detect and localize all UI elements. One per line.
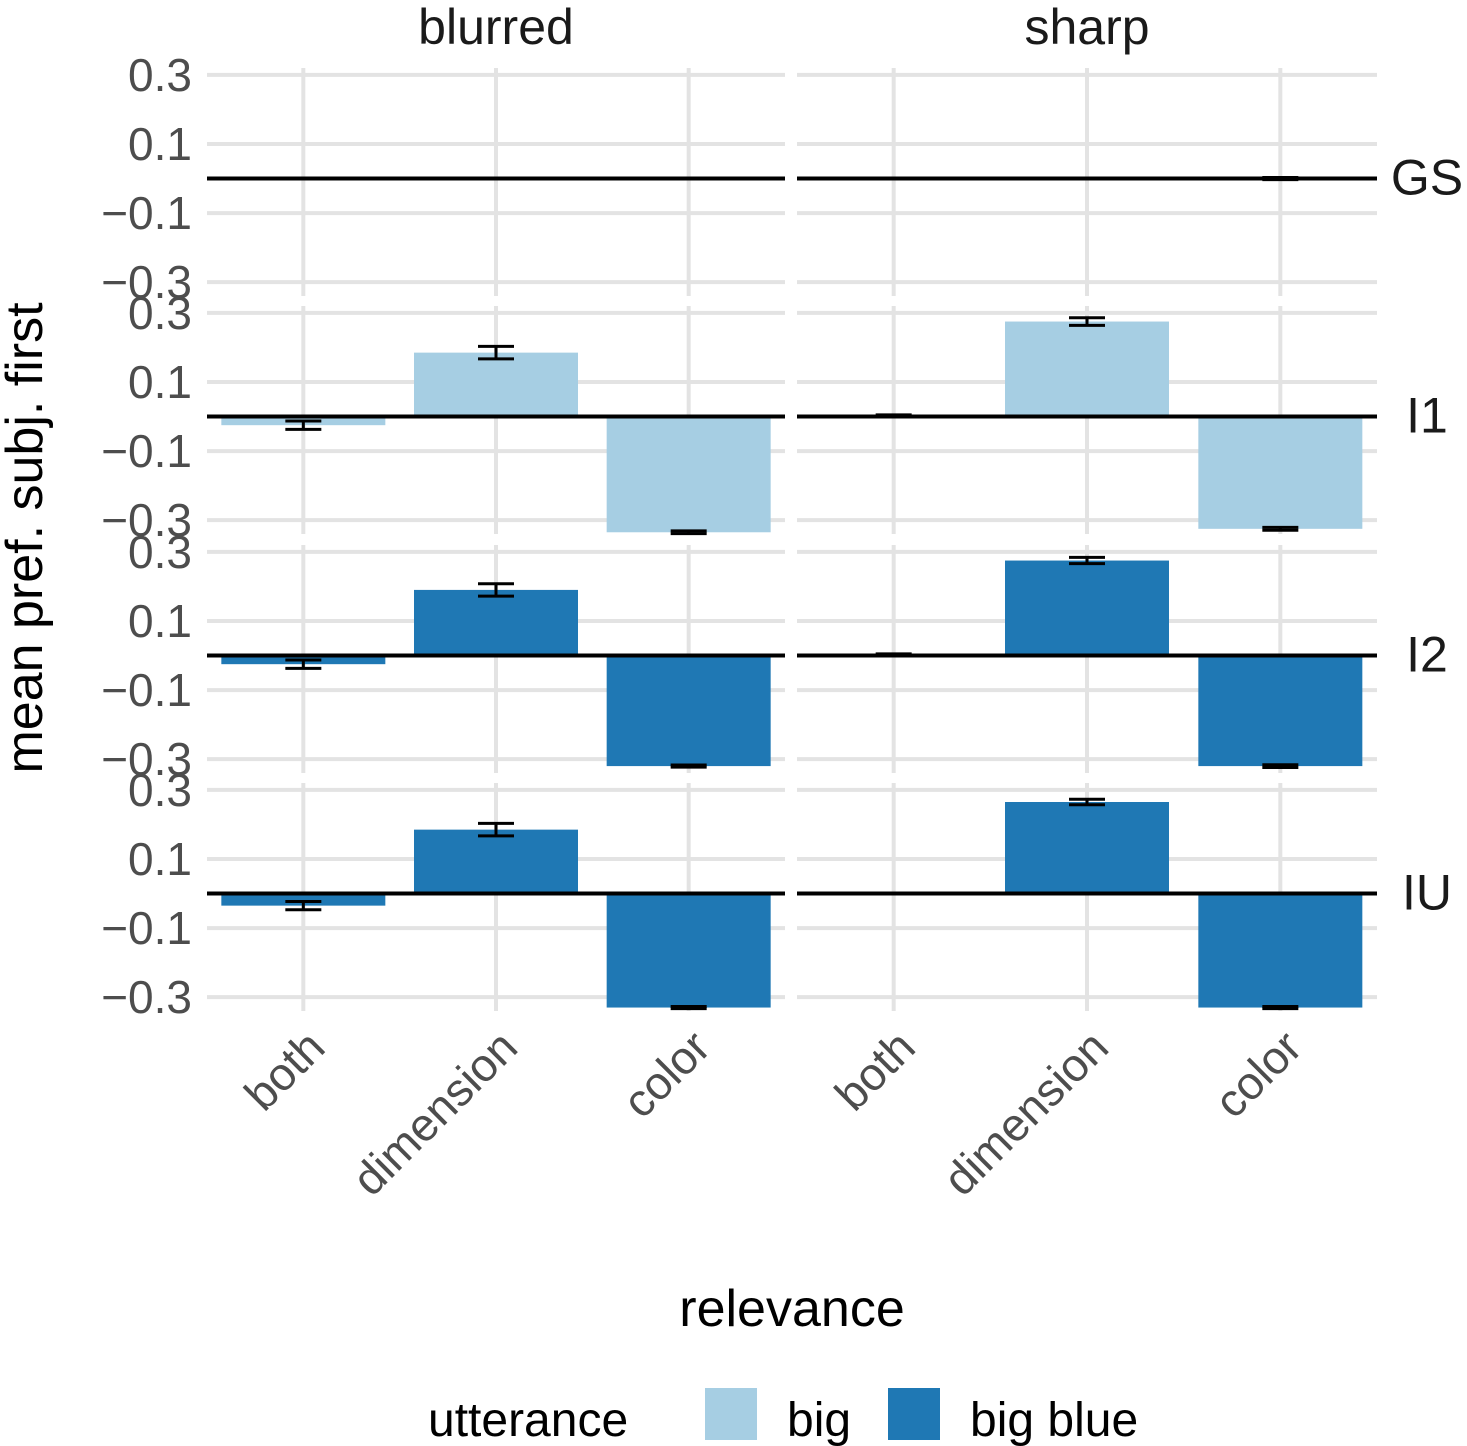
panel-i1-sharp — [797, 306, 1377, 534]
y-tick-label: 0.1 — [128, 833, 192, 885]
y-tick-label: −0.1 — [101, 425, 192, 477]
panel-gs-blurred — [207, 68, 785, 296]
error-bar-both — [285, 899, 322, 912]
error-bar-color — [1262, 176, 1299, 182]
bar-color — [606, 893, 771, 1008]
legend-label-big-blue: big blue — [970, 1394, 1138, 1446]
panel-iu-blurred — [207, 783, 785, 1011]
y-tick-label: −0.1 — [101, 902, 192, 954]
y-tick-label: 0.1 — [128, 118, 192, 170]
x-tick-label-color: color — [612, 1020, 719, 1127]
error-bar-color — [670, 763, 707, 769]
error-bar-dimension — [1069, 316, 1105, 327]
strip-label-row-gs: GS — [1391, 150, 1463, 206]
legend-title: utterance — [428, 1394, 628, 1446]
legend-key-big-blue — [888, 1388, 940, 1440]
y-tick-label: 0.3 — [128, 49, 192, 101]
y-tick-label: −0.3 — [101, 256, 192, 308]
error-bar-dimension — [478, 344, 514, 361]
y-tick-label: 0.1 — [128, 356, 192, 408]
bar-both — [221, 893, 386, 906]
y-tick-label: 0.3 — [128, 287, 192, 339]
bar-dimension — [1005, 560, 1169, 656]
y-axis-title: mean pref. subj. first — [0, 302, 54, 774]
error-bar-dimension — [1069, 555, 1105, 566]
bar-dimension — [1005, 321, 1169, 417]
panel-iu-sharp — [797, 783, 1377, 1011]
x-tick-label-dimension: dimension — [342, 1020, 527, 1205]
y-tick-label: −0.3 — [101, 494, 192, 546]
y-tick-label: 0.3 — [128, 764, 192, 816]
x-tick-label-color: color — [1204, 1020, 1311, 1127]
strip-label-col-blurred: blurred — [418, 0, 574, 55]
strip-label-col-sharp: sharp — [1024, 0, 1149, 55]
labels-layer: 0.3 0.1 −0.1 −0.3 GS 0.3 0.1 −0.1 −0.3 I1 0.3 0.1 −0… — [101, 0, 1463, 1205]
bar-dimension — [414, 352, 578, 417]
y-tick-label: −0.1 — [101, 664, 192, 716]
error-bar-color — [1262, 525, 1299, 532]
error-bar-color — [1262, 1005, 1299, 1011]
error-bar-dimension — [478, 582, 514, 598]
error-bar-color — [1262, 763, 1299, 769]
y-tick-label: −0.3 — [101, 971, 192, 1023]
strip-label-row-i2: I2 — [1406, 627, 1448, 683]
error-bar-color — [670, 529, 707, 536]
strip-label-row-i1: I1 — [1406, 388, 1448, 444]
x-tick-label-both: both — [234, 1020, 334, 1120]
legend-key-big — [705, 1388, 757, 1440]
legend: utterance big big blue — [428, 1388, 1138, 1446]
panel-i2-blurred — [207, 545, 785, 773]
x-tick-label-both: both — [825, 1020, 925, 1120]
bar-dimension — [1005, 802, 1169, 894]
x-tick-label-dimension: dimension — [933, 1020, 1118, 1205]
panels-layer — [207, 68, 1377, 1011]
bar-dimension — [414, 589, 578, 656]
y-tick-label: −0.1 — [101, 187, 192, 239]
error-bar-color — [670, 1005, 707, 1011]
panel-i2-sharp — [797, 545, 1377, 773]
bar-color — [1198, 655, 1363, 767]
error-bar-dimension — [478, 821, 514, 838]
panel-i1-blurred — [207, 306, 785, 536]
y-tick-label: 0.3 — [128, 526, 192, 578]
error-bar-both — [285, 419, 322, 431]
bar-color — [1198, 416, 1363, 529]
bar-dimension — [414, 829, 578, 894]
bar-color — [606, 416, 771, 533]
bar-color — [1198, 893, 1363, 1008]
y-tick-label: 0.1 — [128, 595, 192, 647]
strip-label-row-iu: IU — [1402, 865, 1452, 921]
bar-color — [606, 655, 771, 767]
y-tick-label: −0.3 — [101, 733, 192, 785]
legend-label-big: big — [787, 1394, 851, 1446]
error-bar-both — [875, 652, 912, 657]
error-bar-both — [875, 413, 912, 418]
panel-gs-sharp — [797, 68, 1377, 296]
error-bar-both — [285, 658, 322, 670]
error-bar-dimension — [1069, 797, 1105, 807]
x-axis-title: relevance — [679, 1280, 904, 1338]
